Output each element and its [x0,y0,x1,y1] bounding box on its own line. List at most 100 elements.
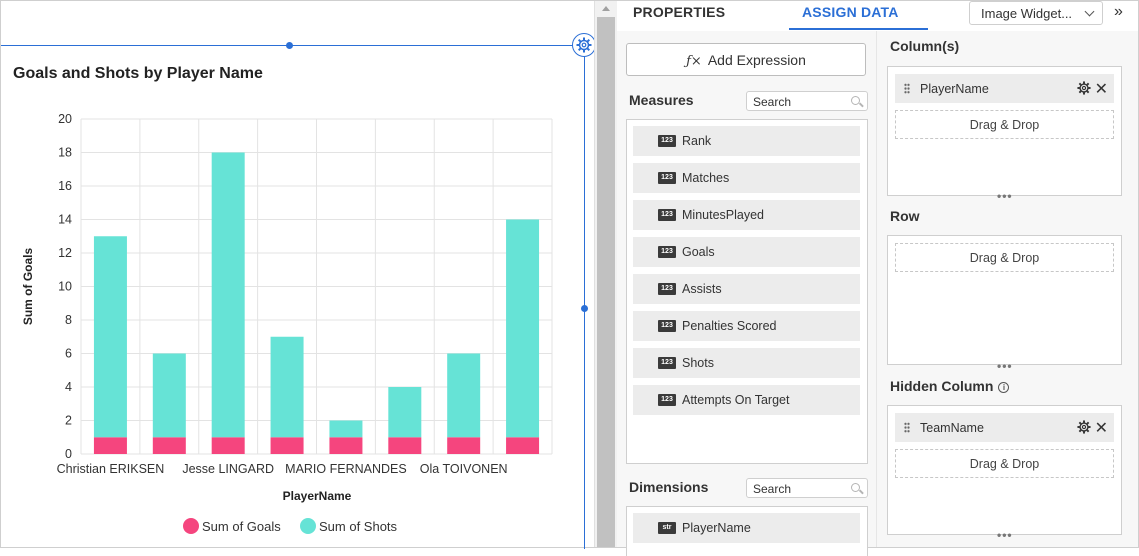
legend-label: Sum of Shots [319,519,398,534]
dashboard-canvas: Goals and Shots by Player Name 0 2 4 6 8 10 12… [1,1,596,549]
bar-goals [270,437,304,454]
x-tick-label: MARIO FERNANDES [285,462,407,476]
bar-goals [506,437,540,454]
columns-drop-area[interactable]: PlayerName ✕ Drag & Drop ••• [887,66,1122,202]
chart-widget[interactable] [1,45,585,549]
row-label: Row [890,208,920,224]
add-expression-label: Add Expression [707,52,806,68]
assigned-field-label: PlayerName [920,82,989,96]
measures-item[interactable]: 123 Goals [633,237,860,267]
y-tick-label: 20 [58,112,72,126]
bar-shots [270,336,304,438]
x-tick-label: Christian ERIKSEN [57,462,165,476]
numeric-type-icon: 123 [658,246,676,258]
bar-shots [152,353,186,438]
measures-item-label: Shots [682,356,714,370]
measures-list: 123 Rank 123 Matches 123 MinutesPlayed 123 Goal… [626,119,868,464]
bar-shots [329,420,363,438]
bar-goals [93,437,127,454]
assigned-field-label: TeamName [920,421,984,435]
dimensions-search-placeholder: Search [753,482,792,496]
dimensions-item-label: PlayerName [682,521,751,535]
drag-drop-zone[interactable]: Drag & Drop [895,110,1114,139]
gear-icon [576,37,592,53]
drag-handle-icon[interactable] [904,422,910,433]
x-axis-title: PlayerName [283,489,352,503]
function-icon: ƒ× [686,54,702,69]
widget-type-value: Image Widget... [981,6,1073,21]
measures-search-input[interactable]: Search [746,91,868,111]
tab-assign-data[interactable]: ASSIGN DATA [802,4,899,20]
panel-tabs: PROPERTIES ASSIGN DATA Image Widget... » [617,1,1138,31]
measures-item[interactable]: 123 Matches [633,163,860,193]
legend-label: Sum of Goals [202,519,281,534]
drag-drop-zone[interactable]: Drag & Drop [895,243,1114,272]
fields-column: ƒ× Add Expression Measures Search 123 Rank… [617,31,877,556]
drag-handle-icon[interactable] [904,83,910,94]
measures-item[interactable]: 123 Penalties Scored [633,311,860,341]
add-expression-button[interactable]: ƒ× Add Expression [626,43,866,76]
measures-item[interactable]: 123 MinutesPlayed [633,200,860,230]
scrollbar-thumb[interactable] [597,17,615,547]
columns-label: Column(s) [890,38,960,54]
measures-item[interactable]: 123 Shots [633,348,860,378]
y-tick-label: 10 [58,280,72,294]
measures-item-label: MinutesPlayed [682,208,764,222]
resize-dots-icon[interactable]: ••• [997,359,1013,373]
bar-shots [447,353,481,438]
measures-item[interactable]: 123 Assists [633,274,860,304]
y-tick-label: 14 [58,213,72,227]
measures-item[interactable]: 123 Attempts On Target [633,385,860,415]
bar-goals [152,437,186,454]
numeric-type-icon: 123 [658,209,676,221]
assign-column: Column(s) PlayerName ✕ Drag & Drop ••• R… [878,31,1138,547]
numeric-type-icon: 123 [658,394,676,406]
y-tick-label: 2 [65,414,72,428]
close-icon[interactable]: ✕ [1094,420,1108,437]
properties-panel: PROPERTIES ASSIGN DATA Image Widget... »… [617,1,1138,556]
bar-shots [93,236,127,438]
dimensions-list: str PlayerName [626,506,868,556]
widget-type-select[interactable]: Image Widget... [969,1,1103,25]
bar-shots [506,219,540,438]
scroll-up-icon[interactable] [602,6,610,11]
resize-dots-icon[interactable]: ••• [997,528,1013,542]
search-icon [851,483,860,492]
close-icon[interactable]: ✕ [1094,81,1108,98]
measures-item-label: Matches [682,171,730,185]
info-icon[interactable]: i [998,382,1010,393]
drag-drop-zone[interactable]: Drag & Drop [895,449,1114,478]
widget-settings-button[interactable] [572,33,596,57]
numeric-type-icon: 123 [658,135,676,147]
hidden-column-drop-area[interactable]: TeamName ✕ Drag & Drop ••• [887,405,1122,541]
y-tick-label: 18 [58,146,72,160]
search-icon [851,96,860,105]
measures-item-label: Assists [682,282,722,296]
x-tick-label: Ola TOIVONEN [420,462,508,476]
measures-search-placeholder: Search [753,95,792,109]
numeric-type-icon: 123 [658,172,676,184]
vertical-scrollbar[interactable] [594,1,617,547]
assigned-field-playername[interactable]: PlayerName ✕ [895,74,1114,103]
numeric-type-icon: 123 [658,283,676,295]
y-tick-label: 6 [65,347,72,361]
gear-icon[interactable] [1077,81,1091,95]
collapse-panel-button[interactable]: » [1114,3,1123,20]
y-tick-label: 16 [58,179,72,193]
measures-item[interactable]: 123 Rank [633,126,860,156]
resize-handle-right[interactable] [581,305,588,312]
row-drop-area[interactable]: Drag & Drop ••• [887,235,1122,372]
measures-item-label: Attempts On Target [682,393,790,407]
x-tick-label: Jesse LINGARD [182,462,274,476]
legend-swatch [183,518,199,534]
resize-dots-icon[interactable]: ••• [997,189,1013,203]
assigned-field-teamname[interactable]: TeamName ✕ [895,413,1114,442]
resize-handle-top[interactable] [286,42,293,49]
gear-icon[interactable] [1077,420,1091,434]
y-tick-label: 12 [58,246,72,260]
legend-swatch [300,518,316,534]
dimensions-item[interactable]: str PlayerName [633,513,860,543]
hidden-column-label-text: Hidden Column [890,378,994,394]
dimensions-search-input[interactable]: Search [746,478,868,498]
tab-properties[interactable]: PROPERTIES [633,4,726,20]
